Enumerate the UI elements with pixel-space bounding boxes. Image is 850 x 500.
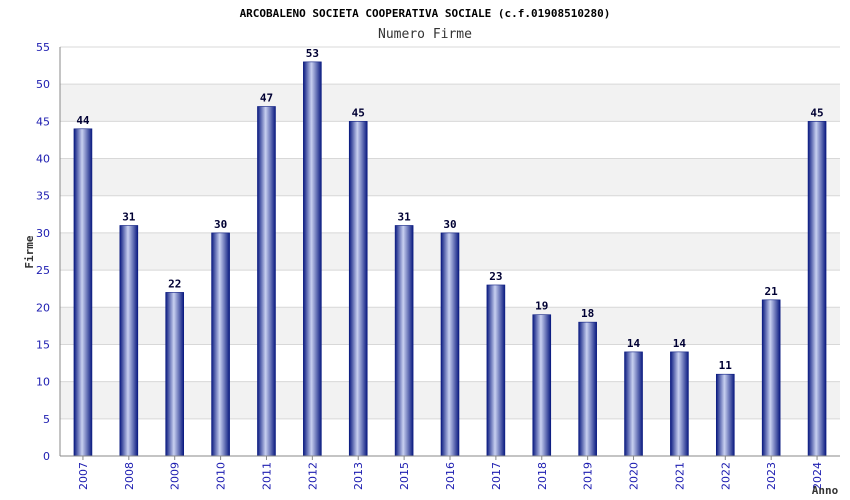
data-label: 22 (168, 277, 181, 290)
data-labels-group: 44 31 22 30 47 53 45 31 30 23 19 18 14 14 11 21 45 (76, 47, 823, 372)
x-tick-label: 2009 (169, 462, 182, 490)
data-label: 30 (214, 218, 227, 231)
y-axis-ticks: 0 5 10 15 20 25 30 35 40 45 50 55 (36, 41, 50, 463)
bar (394, 225, 414, 457)
x-tick-label: 2020 (628, 462, 641, 490)
x-tick-label: 2021 (673, 462, 686, 490)
chart-subtitle: Numero Firme (378, 27, 472, 42)
data-label: 30 (443, 218, 456, 231)
data-label: 14 (673, 337, 687, 350)
bar (73, 128, 93, 457)
y-tick-label: 25 (36, 264, 50, 277)
data-label: 47 (260, 91, 273, 104)
x-axis-label: Anno (812, 484, 839, 497)
bar (761, 299, 781, 457)
y-tick-label: 55 (36, 41, 50, 54)
data-label: 31 (397, 210, 411, 223)
y-tick-label: 50 (36, 78, 50, 91)
bar (715, 373, 735, 457)
data-label: 11 (719, 359, 733, 372)
grid-band (60, 158, 840, 196)
bar (348, 121, 368, 457)
bar (440, 232, 460, 457)
chart-title: ARCOBALENO SOCIETA COOPERATIVA SOCIALE (… (240, 7, 611, 20)
x-tick-label: 2013 (352, 462, 365, 490)
data-label: 31 (122, 210, 136, 223)
data-label: 44 (76, 114, 90, 127)
data-label: 45 (810, 106, 823, 119)
bar (670, 351, 689, 457)
y-tick-label: 20 (36, 301, 50, 314)
data-label: 19 (535, 300, 548, 313)
x-tick-label: 2018 (536, 462, 549, 490)
data-label: 45 (352, 106, 365, 119)
y-tick-label: 45 (36, 115, 50, 128)
x-tick-label: 2023 (765, 462, 778, 490)
y-tick-label: 15 (36, 338, 50, 351)
y-tick-label: 10 (36, 376, 50, 389)
x-tick-label: 2016 (444, 462, 457, 490)
x-tick-label: 2017 (490, 462, 503, 490)
y-tick-label: 0 (43, 450, 50, 463)
bar (807, 121, 827, 457)
bar (257, 106, 276, 457)
bar (578, 321, 597, 457)
bars-group (73, 61, 827, 457)
x-axis-ticks: 2007 2008 2009 2010 2011 2012 2013 2015 2016 2017… (77, 456, 824, 490)
bar (486, 284, 506, 457)
bar (119, 225, 139, 457)
y-tick-label: 5 (43, 413, 50, 426)
x-tick-label: 2022 (719, 462, 732, 490)
data-label: 53 (306, 47, 319, 60)
data-label: 23 (489, 270, 502, 283)
data-label: 21 (765, 285, 779, 298)
x-tick-label: 2010 (215, 462, 228, 490)
x-tick-label: 2015 (398, 462, 411, 490)
x-tick-label: 2012 (306, 462, 319, 490)
bar (165, 292, 185, 457)
x-tick-label: 2019 (582, 462, 595, 490)
bar (303, 61, 322, 457)
x-tick-label: 2008 (123, 462, 136, 490)
x-tick-label: 2011 (260, 462, 273, 490)
y-tick-label: 40 (36, 153, 50, 166)
grid-band (60, 84, 840, 122)
data-label: 18 (581, 307, 594, 320)
y-axis-label: Firme (23, 235, 36, 268)
data-label: 14 (627, 337, 641, 350)
bar (532, 314, 552, 457)
y-tick-label: 30 (36, 227, 50, 240)
x-tick-label: 2007 (77, 462, 90, 490)
y-tick-label: 35 (36, 190, 50, 203)
x-tick-label: 2024 (811, 462, 824, 490)
bar (211, 232, 230, 457)
bar (624, 351, 643, 457)
